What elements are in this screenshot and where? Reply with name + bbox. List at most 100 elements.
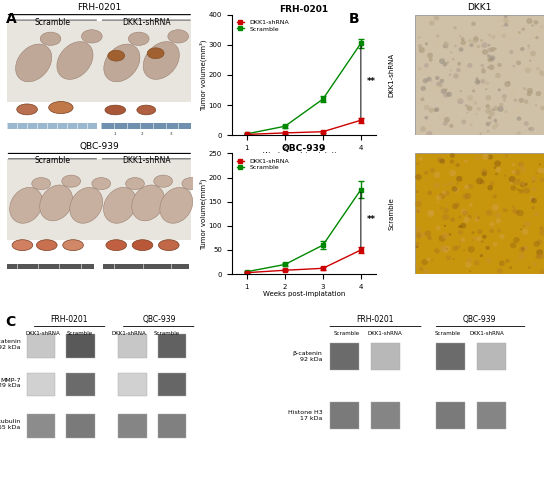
Circle shape (496, 125, 498, 127)
Circle shape (442, 214, 449, 221)
Circle shape (492, 226, 495, 229)
Circle shape (524, 183, 528, 186)
Circle shape (469, 270, 471, 272)
FancyBboxPatch shape (28, 414, 56, 438)
Circle shape (429, 20, 434, 26)
Circle shape (444, 190, 449, 196)
Circle shape (498, 88, 501, 91)
Circle shape (427, 210, 434, 217)
Circle shape (454, 203, 460, 207)
Circle shape (444, 246, 450, 251)
Circle shape (425, 125, 430, 129)
Circle shape (540, 269, 545, 274)
Circle shape (488, 116, 492, 120)
Circle shape (516, 131, 521, 135)
Circle shape (537, 239, 543, 244)
Circle shape (531, 197, 536, 201)
Circle shape (416, 163, 420, 165)
Ellipse shape (36, 240, 57, 250)
Circle shape (420, 98, 425, 101)
Circle shape (416, 227, 421, 232)
Text: A: A (6, 12, 16, 26)
Circle shape (527, 88, 533, 93)
Text: QBC-939: QBC-939 (143, 315, 177, 324)
Circle shape (443, 183, 447, 186)
Circle shape (529, 60, 531, 61)
Circle shape (480, 79, 485, 83)
Circle shape (444, 224, 446, 227)
Circle shape (438, 193, 446, 199)
Text: 1: 1 (113, 132, 116, 136)
Circle shape (540, 106, 545, 110)
Circle shape (415, 174, 422, 180)
Circle shape (490, 181, 494, 186)
Circle shape (418, 67, 424, 72)
Circle shape (497, 268, 503, 274)
Text: Scramble: Scramble (388, 198, 394, 230)
Circle shape (435, 85, 441, 91)
Circle shape (458, 96, 461, 100)
Circle shape (481, 69, 486, 74)
Circle shape (529, 91, 533, 95)
Circle shape (520, 228, 522, 231)
Text: 1: 1 (113, 270, 116, 274)
Circle shape (456, 245, 461, 249)
Circle shape (486, 246, 490, 250)
Circle shape (446, 204, 448, 207)
Ellipse shape (143, 41, 179, 80)
Circle shape (416, 232, 421, 237)
Circle shape (472, 239, 474, 241)
Circle shape (486, 81, 490, 85)
Text: 3: 3 (169, 270, 172, 274)
Circle shape (530, 51, 536, 57)
FancyBboxPatch shape (415, 15, 544, 135)
Circle shape (486, 122, 490, 126)
FancyBboxPatch shape (67, 414, 95, 438)
Circle shape (509, 266, 512, 269)
FancyBboxPatch shape (436, 343, 465, 369)
Circle shape (472, 89, 475, 92)
Circle shape (487, 107, 493, 112)
Circle shape (472, 38, 478, 43)
Circle shape (416, 242, 420, 245)
Circle shape (465, 104, 469, 107)
FancyBboxPatch shape (158, 372, 186, 396)
Circle shape (477, 107, 481, 111)
Circle shape (427, 77, 432, 81)
Circle shape (493, 166, 496, 169)
Circle shape (437, 201, 439, 203)
Circle shape (494, 161, 501, 167)
Circle shape (504, 15, 508, 18)
Circle shape (450, 69, 453, 71)
Circle shape (467, 102, 471, 105)
Circle shape (416, 245, 419, 248)
Circle shape (526, 18, 532, 24)
Circle shape (533, 263, 537, 266)
Circle shape (534, 241, 540, 247)
Circle shape (426, 257, 431, 261)
Circle shape (425, 116, 428, 120)
Circle shape (481, 168, 487, 175)
Circle shape (515, 30, 521, 36)
Circle shape (420, 232, 426, 237)
FancyBboxPatch shape (67, 334, 95, 358)
Circle shape (525, 101, 529, 104)
Circle shape (446, 255, 451, 260)
FancyBboxPatch shape (7, 264, 94, 269)
Circle shape (477, 229, 483, 234)
Y-axis label: Tumor volume(mm³): Tumor volume(mm³) (200, 39, 207, 111)
Circle shape (502, 34, 506, 38)
Circle shape (540, 178, 544, 182)
Circle shape (493, 119, 497, 122)
Circle shape (443, 92, 449, 98)
Title: FRH-0201: FRH-0201 (279, 5, 328, 14)
Text: FRH-0201: FRH-0201 (357, 315, 394, 324)
Circle shape (81, 30, 102, 43)
Circle shape (442, 233, 449, 239)
FancyBboxPatch shape (477, 402, 506, 429)
Circle shape (416, 207, 421, 212)
Circle shape (464, 193, 471, 199)
Circle shape (434, 183, 439, 188)
Ellipse shape (106, 240, 126, 250)
Circle shape (485, 88, 487, 90)
